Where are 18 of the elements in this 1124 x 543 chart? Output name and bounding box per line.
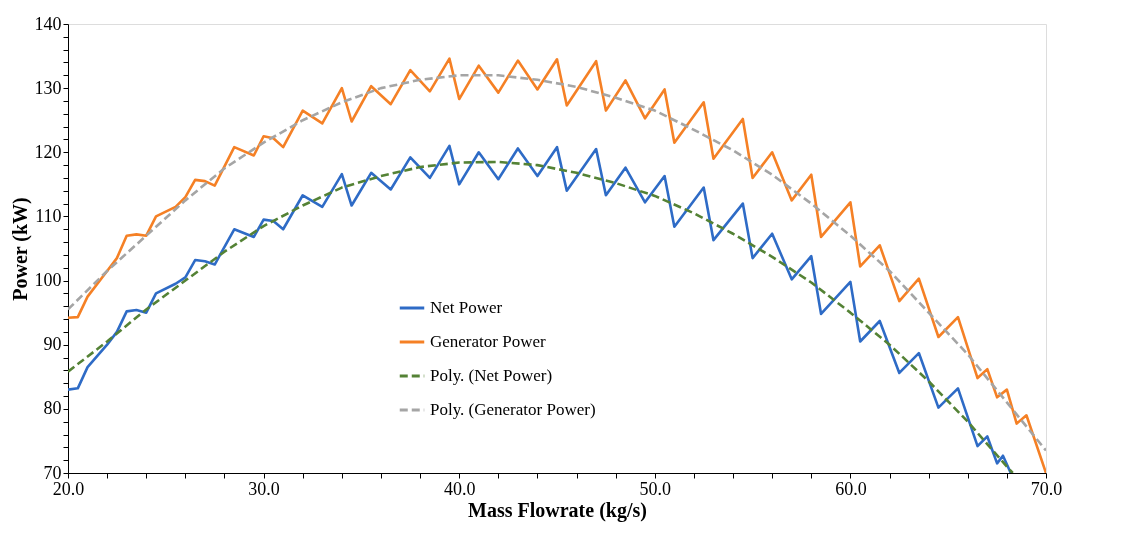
y-tick-label: 120 (34, 141, 62, 162)
y-tick-label: 110 (35, 205, 62, 226)
legend-label: Poly. (Generator Power) (430, 400, 596, 419)
legend-label: Poly. (Net Power) (430, 366, 553, 385)
x-tick-label: 70.0 (1030, 478, 1063, 499)
x-tick-label: 30.0 (248, 478, 280, 499)
y-tick-label: 90 (43, 334, 62, 355)
x-axis-title: Mass Flowrate (kg/s) (468, 498, 647, 522)
x-tick-label: 60.0 (835, 478, 867, 499)
y-tick-label: 130 (34, 77, 62, 98)
y-tick-label: 80 (43, 398, 62, 419)
x-tick-label: 50.0 (639, 478, 672, 499)
y-axis-title: Power (kW) (8, 197, 32, 301)
y-tick-label: 100 (34, 270, 62, 291)
legend-label: Net Power (430, 298, 503, 317)
x-tick-label: 40.0 (443, 478, 476, 499)
y-tick-label: 140 (34, 13, 62, 34)
legend-label: Generator Power (430, 332, 546, 351)
